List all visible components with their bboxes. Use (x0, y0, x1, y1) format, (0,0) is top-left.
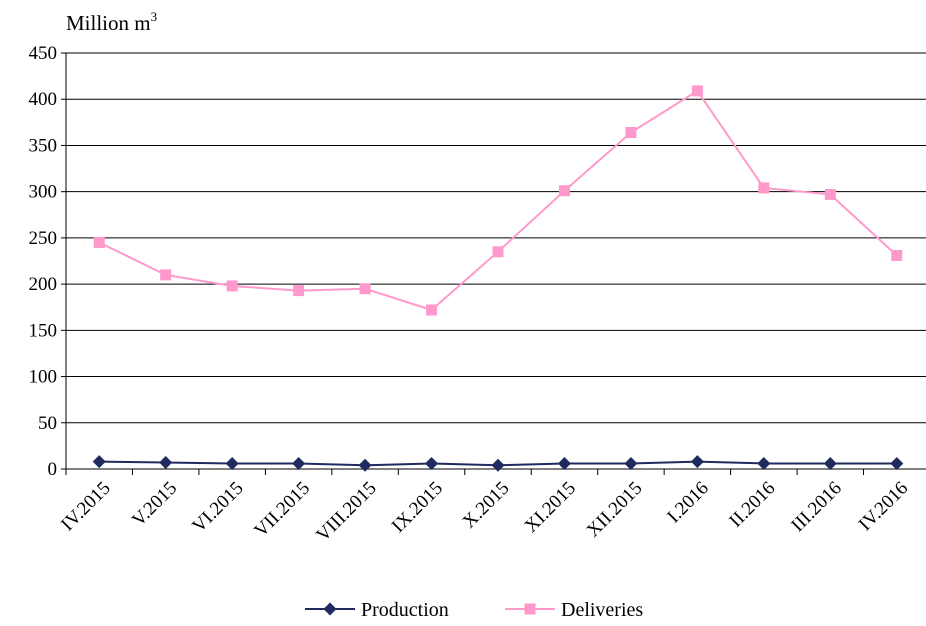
x-tick-label: IV.2016 (855, 478, 913, 536)
legend-item-deliveries: Deliveries (505, 599, 643, 621)
data-point-deliveries (558, 185, 570, 197)
data-point-deliveries (226, 280, 238, 292)
legend: Production Deliveries (305, 599, 643, 621)
x-tick-label: VI.2015 (188, 478, 247, 537)
legend-marker (524, 603, 536, 615)
data-point-production (159, 456, 173, 470)
y-tick-label: 200 (29, 274, 58, 295)
data-point-deliveries (824, 188, 836, 200)
data-point-production (690, 455, 704, 469)
x-tick-label: X.2015 (459, 478, 514, 533)
x-tick-label: IV.2015 (57, 478, 115, 536)
data-point-production (491, 458, 505, 472)
y-tick-label: 250 (29, 228, 58, 249)
data-point-deliveries (492, 246, 504, 258)
axes (65, 53, 926, 470)
y-tick-label: 0 (48, 459, 58, 480)
y-axis-title-superscript: 3 (151, 9, 158, 24)
data-point-production (757, 456, 771, 470)
x-tick-label: VII.2015 (250, 478, 314, 542)
data-point-deliveries (293, 285, 305, 297)
x-tick-label: VIII.2015 (312, 478, 380, 546)
series-deliveries (93, 85, 903, 316)
data-point-production (292, 456, 306, 470)
y-tick-label: 400 (29, 89, 58, 110)
legend-item-production: Production (305, 599, 449, 621)
svg-text:Million m3: Million m3 (66, 9, 157, 35)
data-point-production (358, 458, 372, 472)
data-point-deliveries (160, 269, 172, 281)
data-point-production (225, 456, 239, 470)
data-point-deliveries (691, 85, 703, 97)
data-point-production (425, 456, 439, 470)
y-axis-ticks: 0 50 100 150 200 250 300 350 400 450 (29, 43, 66, 480)
data-point-deliveries (93, 237, 105, 249)
data-point-production (92, 455, 106, 469)
legend-label: Production (361, 599, 449, 621)
data-point-deliveries (426, 304, 438, 316)
series-group (92, 85, 904, 472)
gridlines (66, 52, 926, 424)
data-point-deliveries (359, 283, 371, 295)
data-point-deliveries (625, 127, 637, 139)
x-tick-label: V.2015 (128, 478, 181, 531)
y-axis-title-text: Million m (66, 11, 151, 35)
y-tick-label: 50 (38, 413, 57, 434)
data-point-deliveries (891, 249, 903, 261)
data-point-deliveries (758, 182, 770, 194)
y-tick-label: 150 (29, 320, 58, 341)
data-point-production (624, 456, 638, 470)
y-tick-label: 450 (29, 43, 58, 64)
y-tick-label: 350 (29, 135, 58, 156)
y-tick-label: 100 (29, 367, 58, 388)
legend-marker (323, 602, 337, 616)
x-tick-label: II.2016 (725, 478, 779, 532)
data-point-production (890, 456, 904, 470)
data-point-production (557, 456, 571, 470)
x-tick-label: I.2016 (663, 478, 713, 528)
series-production (92, 455, 904, 472)
series-line-deliveries (98, 89, 898, 312)
x-tick-label: XII.2015 (583, 478, 647, 542)
x-tick-label: XI.2015 (521, 478, 580, 537)
y-axis-title: Million m3 (66, 9, 157, 35)
x-tick-label: III.2016 (787, 478, 846, 537)
y-tick-label: 300 (29, 182, 58, 203)
x-tick-label: IX.2015 (388, 478, 447, 537)
legend-label: Deliveries (561, 599, 643, 621)
data-point-production (823, 456, 837, 470)
